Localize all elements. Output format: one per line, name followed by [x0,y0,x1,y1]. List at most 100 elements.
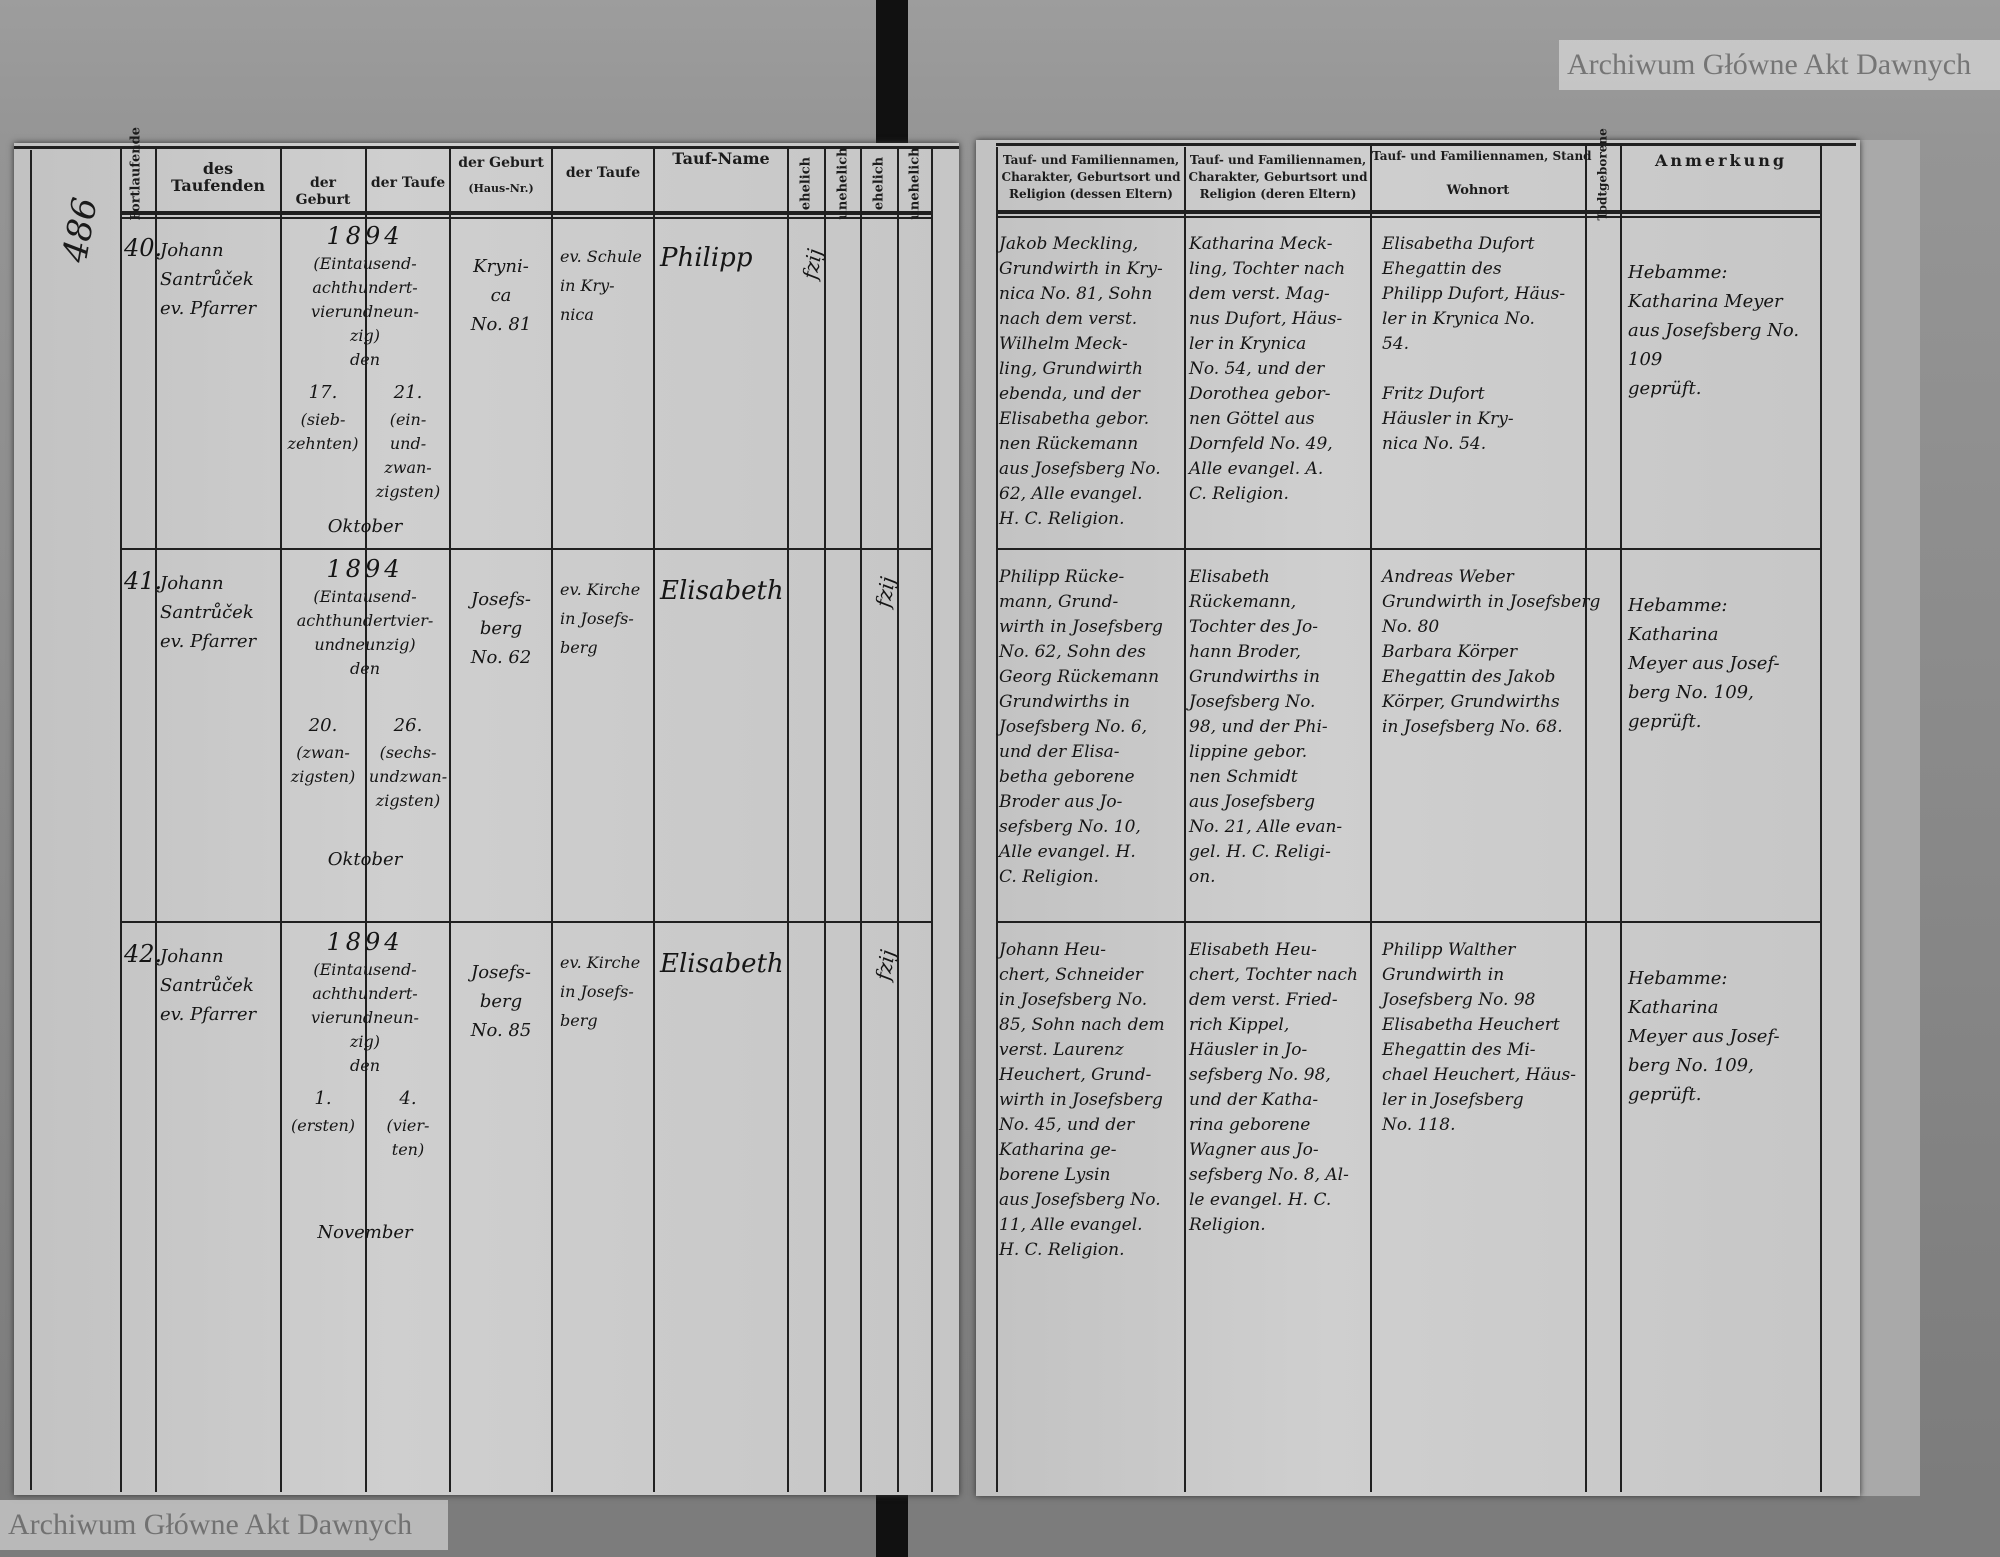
entry-baptism-place: ev. Kirche in Josefs- berg [560,953,641,1030]
entry-birth-day: 20. [308,715,338,736]
entry-mother: Katharina Meck- ling, Tochter nach dem v… [1189,234,1346,504]
register-entry: 40. Johann Santrůček ev. Pfarrer 1894 (E… [0,222,2000,537]
entry-baptism-day: 4. [399,1088,417,1109]
header-illegitimate-1: unehelich [835,147,851,220]
row-divider [120,921,932,923]
entry-year-words: (Eintausend- achthundertvier- undneunzig… [296,587,434,678]
entry-mother: Elisabeth Rückemann, Tochter des Jo- han… [1189,567,1343,887]
row-divider [120,548,932,550]
entry-number: 42. [124,940,163,968]
header-birth-place-sub: (Haus-Nr.) [468,182,534,195]
entry-mother: Elisabeth Heu- chert, Tochter nach dem v… [1189,940,1358,1235]
header-double-rule [120,217,932,219]
entry-baptism-day-words: (vier- ten) [386,1116,430,1159]
column-divider [551,147,553,1492]
column-divider [824,147,826,1492]
header-legitimate-1: ehelich [798,156,814,211]
header-top-rule [996,143,1856,146]
column-divider [787,147,789,1492]
header-birth-date: der Geburt [295,175,351,208]
header-legitimate-2: ehelich [871,156,887,211]
book-binding-bottom [876,1490,908,1557]
column-divider [653,147,655,1492]
entry-baptizer: Johann Santrůček ev. Pfarrer [160,573,257,652]
entry-year-words: (Eintausend- achthundert- vierundneun- z… [311,254,419,369]
header-godparents-residence: Wohnort [1446,183,1510,198]
entry-birth-day: 17. [308,382,338,403]
entry-house: Kryni- ca No. 81 [470,256,532,335]
column-divider [280,147,282,1492]
column-divider [1820,143,1822,1492]
entry-birth-day: 1. [314,1088,332,1109]
column-divider [1620,143,1622,1492]
entry-month: Oktober [327,849,403,870]
entry-baptism-day: 21. [393,382,423,403]
archive-watermark: Archiwum Główne Akt Dawnych [1559,40,2000,90]
register-entry: 42. Johann Santrůček ev. Pfarrer 1894 (E… [0,928,2000,1260]
entry-remarks: Hebamme: Katharina Meyer aus Josef- berg… [1628,595,1780,732]
header-stillborn: Todtgeborene [1595,128,1610,221]
header-illegitimate-2: unehelich [907,147,923,220]
entry-number: 41. [124,567,163,595]
header-baptizer: des Taufenden [170,159,266,195]
column-divider [449,147,451,1492]
entry-year: 1894 [326,555,404,583]
entry-baptizer: Johann Santrůček ev. Pfarrer [160,240,257,319]
entry-year: 1894 [326,928,404,956]
column-divider [996,147,998,1492]
entry-birth-day-words: (sieb- zehnten) [287,410,359,453]
header-godparents: Tauf- und Familiennamen, Stand [1372,149,1592,163]
entry-godparents: Andreas Weber Grundwirth in Josefsberg N… [1382,567,1601,737]
header-mother: Tauf- und Familiennamen, Charakter, Gebu… [1188,153,1368,201]
entry-baptism-place: ev. Kirche in Josefs- berg [560,580,641,657]
row-divider [996,548,1822,550]
entry-godparents: Elisabetha Dufort Ehegattin des Philipp … [1382,234,1566,454]
entry-name: Philipp [660,243,753,273]
header-double-rule [996,216,1822,218]
column-divider [860,147,862,1492]
entry-baptism-day-words: (ein- und- zwan- zigsten) [375,410,441,501]
entry-year-words: (Eintausend- achthundert- vierundneun- z… [311,960,419,1075]
entry-year: 1894 [326,222,404,250]
entry-father: Jakob Meckling, Grundwirth in Kry- nica … [999,234,1163,529]
entry-father: Johann Heu- chert, Schneider in Josefsbe… [999,940,1165,1260]
entry-name: Elisabeth [660,576,784,606]
column-divider [1585,143,1587,1492]
header-top-rule [14,146,959,149]
entry-birth-day-words: (zwan- zigsten) [290,743,356,786]
column-divider [120,147,122,1492]
row-divider [996,921,1822,923]
entry-name: Elisabeth [660,949,784,979]
entry-baptism-day: 26. [393,715,423,736]
entry-birth-day-words: (ersten) [290,1116,355,1135]
entry-month: Oktober [327,516,403,537]
entry-father: Philipp Rücke- mann, Grund- wirth in Jos… [999,567,1163,887]
header-remarks: Anmerkung [1654,151,1788,170]
left-register-page [14,143,959,1495]
entry-baptizer: Johann Santrůček ev. Pfarrer [160,946,257,1025]
entry-month: November [317,1222,413,1243]
column-divider [931,147,933,1492]
column-divider [897,147,899,1492]
column-divider [365,147,367,1492]
entry-baptism-day-words: (sechs- undzwan- zigsten) [368,743,448,810]
header-baptism-date: der Taufe [370,175,446,191]
column-divider [1370,143,1372,1492]
header-double-rule [996,210,1822,214]
entry-remarks: Hebamme: Katharina Meyer aus Josef- berg… [1628,968,1780,1105]
entry-baptism-place: ev. Schule in Kry- nica [560,247,642,324]
header-birth-place: der Geburt [458,155,544,171]
entry-remarks: Hebamme: Katharina Meyer aus Josefsberg … [1628,262,1800,399]
entry-godparents: Philipp Walther Grundwirth in Josefsberg… [1382,940,1577,1135]
entry-number: 40. [124,234,163,262]
column-divider [1184,147,1186,1492]
right-register-page [976,140,1860,1496]
margin-line [30,150,32,1490]
register-entry: 41. Johann Santrůček ev. Pfarrer 1894 (E… [0,555,2000,887]
entry-house: Josefs- berg No. 85 [470,962,532,1041]
archive-watermark: Archiwum Główne Akt Dawnych [0,1500,448,1550]
page-edge [1860,140,1920,1496]
header-double-rule [120,211,932,215]
book-binding-top [876,0,908,150]
column-divider [155,147,157,1492]
